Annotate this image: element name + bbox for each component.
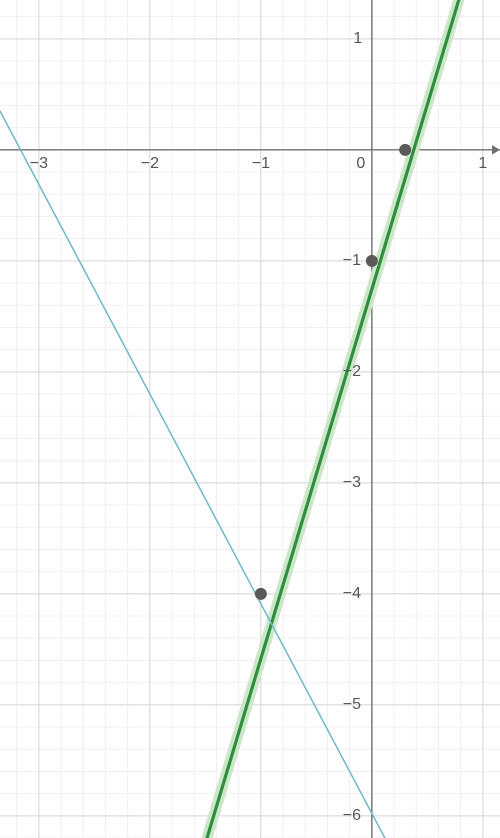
plot-svg	[0, 0, 500, 838]
coordinate-plane[interactable]: −3−2−1011−1−2−3−4−5−6−7−8	[0, 0, 500, 838]
y-tick--3: −3	[343, 474, 361, 492]
y-tick--4: −4	[343, 585, 361, 603]
y-tick-1: 1	[353, 30, 362, 48]
x-tick-0: 0	[356, 155, 365, 173]
pt-intercept-x[interactable]	[399, 144, 411, 156]
y-tick--2: −2	[343, 363, 361, 381]
x-tick-1: 1	[478, 155, 487, 173]
x-tick--3: −3	[30, 155, 48, 173]
pt-intercept-y[interactable]	[366, 255, 378, 267]
x-tick--1: −1	[252, 155, 270, 173]
x-tick--2: −2	[141, 155, 159, 173]
y-tick--1: −1	[343, 252, 361, 270]
pt-intersection[interactable]	[255, 588, 267, 600]
y-tick--5: −5	[343, 696, 361, 714]
y-tick--6: −6	[343, 807, 361, 825]
